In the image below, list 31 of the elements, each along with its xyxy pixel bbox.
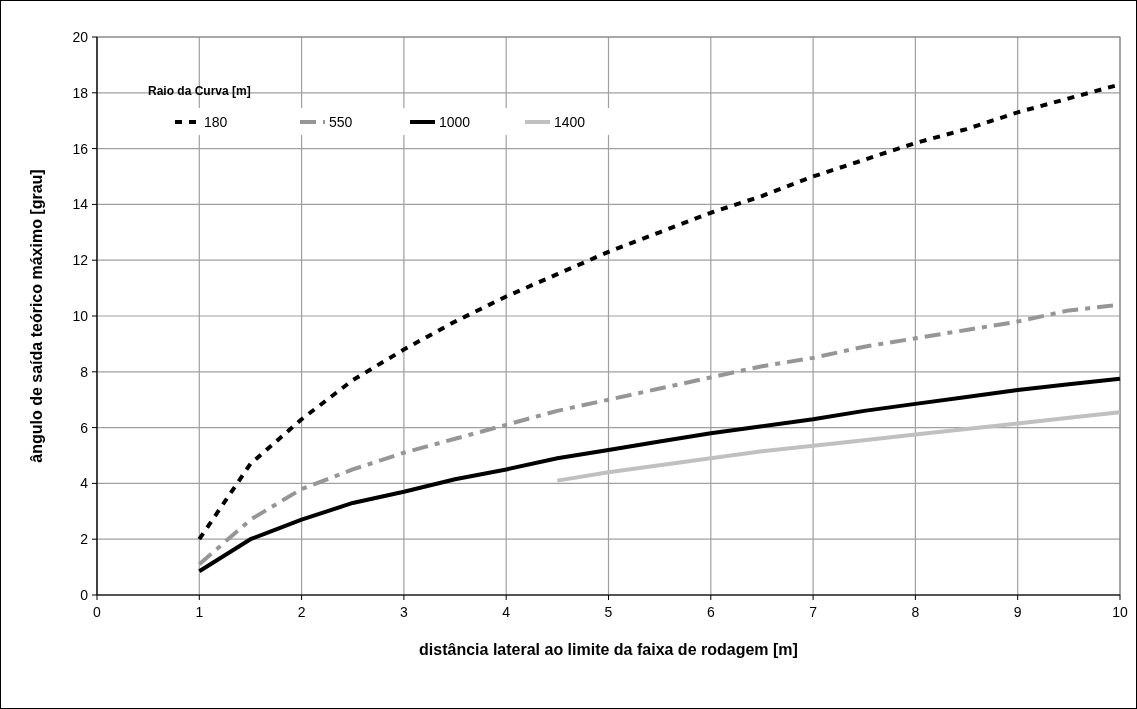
x-tick-label: 3: [400, 604, 408, 620]
legend-label: 550: [329, 113, 353, 130]
legend-label: 180: [204, 113, 228, 130]
y-axis-title: ângulo de saída teórico máximo [grau]: [28, 169, 45, 463]
y-tick-label: 10: [72, 307, 89, 324]
line-series: [197, 376, 1122, 574]
x-tick-label: 6: [706, 604, 715, 620]
legend-label: 1000: [439, 113, 471, 130]
x-tick-label: 5: [604, 604, 613, 620]
y-tick-label: 14: [72, 196, 89, 213]
y-tick-label: 6: [80, 419, 89, 436]
y-tick-label: 2: [80, 531, 89, 548]
y-tick-label: 4: [80, 475, 89, 492]
x-tick-label: 1: [195, 604, 204, 620]
x-tick-label: 8: [911, 604, 920, 620]
x-tick-label: 10: [1112, 604, 1128, 620]
x-tick-label: 0: [93, 604, 102, 620]
x-tick-label: 4: [502, 604, 511, 620]
line-series: [555, 410, 1122, 483]
x-axis-title: distância lateral ao limite da faixa de rodagem [m]: [419, 641, 798, 658]
y-tick-label: 8: [80, 363, 89, 380]
x-tick-label: 7: [809, 604, 818, 620]
y-tick-label: 20: [72, 28, 89, 45]
legend-title: Raio da Curva [m]: [148, 84, 251, 98]
y-tick-label: 16: [72, 140, 89, 157]
y-tick-label: 18: [72, 84, 89, 101]
x-tick-label: 2: [297, 604, 306, 620]
y-tick-label: 0: [80, 586, 89, 603]
y-tick-label: 12: [72, 252, 89, 269]
legend-label: 1400: [554, 113, 586, 130]
x-tick-label: 9: [1013, 604, 1022, 620]
